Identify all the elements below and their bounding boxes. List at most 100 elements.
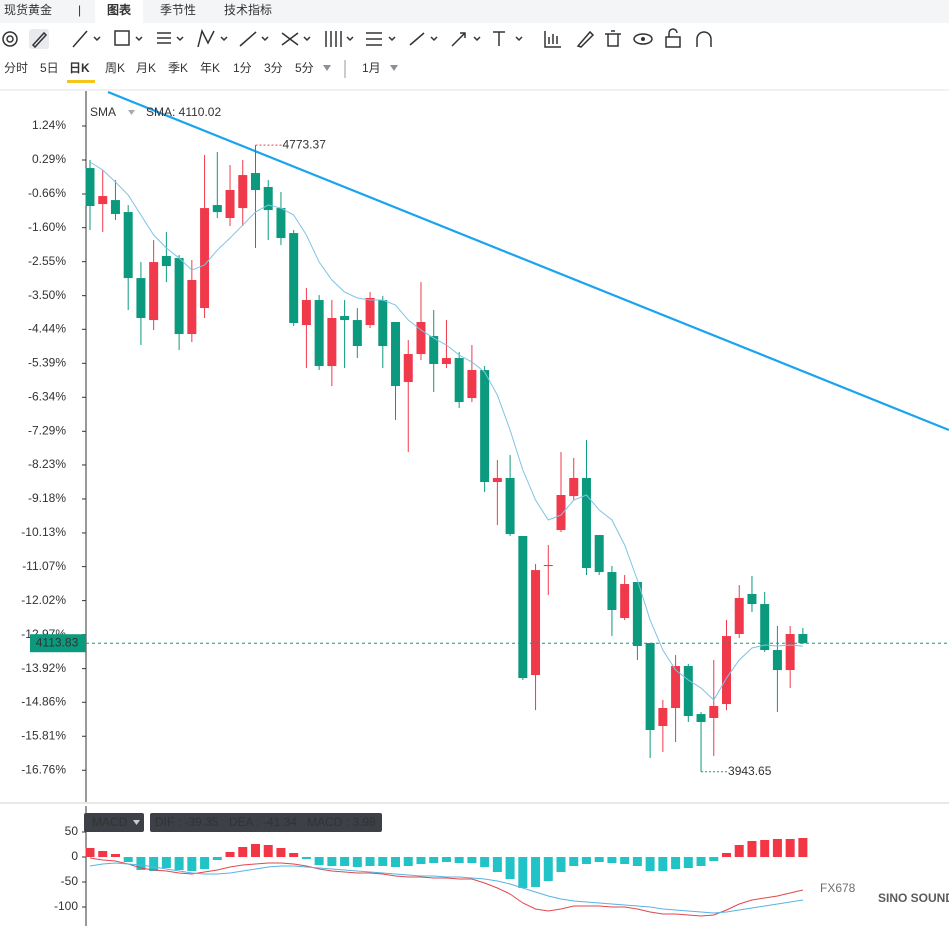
candle-body [429,336,439,364]
candle-body [492,478,502,483]
y-tick-label: -100 [54,899,78,913]
candle-body [734,598,744,635]
y-tick-label: -6.34% [28,389,66,403]
macd-bar [760,840,770,857]
candle-body [594,535,604,573]
y-tick-label: 1.24% [32,118,66,132]
candle-body [760,604,770,651]
dif-line [89,857,803,917]
candle-body [238,175,248,209]
candle-body [250,173,260,191]
macd-bar [556,857,566,872]
dropdown-icon [323,65,331,71]
candle-body [467,370,477,399]
candle-body [365,297,375,326]
macd-bar [212,857,222,860]
macd-bar [340,857,350,866]
dropdown-icon [390,65,398,71]
dropdown-icon [133,820,140,825]
period-option[interactable]: 3分 [264,61,283,75]
macd-bar [734,845,744,857]
period-option[interactable]: 季K [168,61,188,75]
candle-body [569,478,579,497]
macd-bar [174,857,184,870]
y-tick-label: -8.23% [28,457,66,471]
macd-bar [492,857,502,872]
y-tick-label: 0 [71,849,78,863]
macd-bar [709,857,719,861]
candle-body [123,212,133,279]
period-option[interactable]: 5分 [295,61,314,75]
y-tick-label: -3.50% [28,288,66,302]
candle-body [149,262,159,321]
candle-body [441,358,451,364]
macd-bar [378,857,388,866]
period-option[interactable]: 月K [136,61,156,75]
candle-body [98,196,108,205]
tab[interactable]: 技术指标 [224,2,272,17]
macd-value-label: MACD : 3.98 [307,815,376,829]
indicator-name: SMA [90,105,116,119]
active-tab-bg [95,0,143,23]
candle-body [403,354,413,383]
macd-bar [276,848,286,857]
candle-body [85,168,95,207]
macd-bar [123,857,133,862]
period-option[interactable]: 周K [105,61,125,75]
macd-bar [85,848,95,857]
watermark-logo: FX678 [820,881,856,895]
y-tick-label: -10.13% [21,525,66,539]
candle-body [581,478,591,569]
candle-body [531,570,541,676]
macd-bar [187,857,197,871]
period-option[interactable]: 1分 [233,61,252,75]
y-tick-label: 50 [65,824,79,838]
macd-bar [416,857,426,864]
candle-body [658,708,668,726]
candle-body [505,478,515,535]
period-option[interactable]: 年K [200,61,220,75]
macd-bar [620,857,630,864]
macd-bar [149,857,159,871]
macd-legend-box[interactable] [84,813,144,832]
macd-bar [722,853,731,857]
macd-bar [391,857,401,867]
range-option[interactable]: 1月 [362,61,381,75]
y-tick-label: -0.66% [28,186,66,200]
tab[interactable]: 季节性 [160,3,196,17]
period-option[interactable]: 分时 [4,61,28,75]
candle-body [772,650,782,671]
macd-bar [671,857,681,869]
period-option[interactable]: 5日 [40,61,59,75]
tab[interactable]: 图表 [107,2,132,17]
macd-bar [161,857,171,868]
y-tick-label: -4.44% [28,321,66,335]
candle-body [225,190,235,219]
period-option[interactable]: 日K [69,61,90,75]
candle-body [620,584,630,619]
y-tick-label: -9.18% [28,491,66,505]
candle-body [378,300,388,347]
macd-bar [327,857,337,866]
macd-bar [505,857,515,879]
tab[interactable]: 现货黄金 [4,2,52,17]
macd-bar [518,857,528,888]
macd-bar [429,857,439,863]
candle-body [391,322,401,387]
tab-bar [0,0,949,23]
macd-bar [403,857,413,866]
y-tick-label: -12.02% [21,593,66,607]
y-tick-label: -7.29% [28,423,66,437]
candle-body [671,666,681,709]
trend-line [107,90,949,432]
macd-bar [289,853,299,857]
sma-line [89,161,803,701]
macd-bar [352,857,362,867]
candle-body [187,280,197,335]
candle-body [136,278,146,319]
macd-bar [200,857,210,869]
y-tick-label: -15.81% [21,728,66,742]
candle-body [696,714,706,722]
macd-bar [250,844,260,857]
